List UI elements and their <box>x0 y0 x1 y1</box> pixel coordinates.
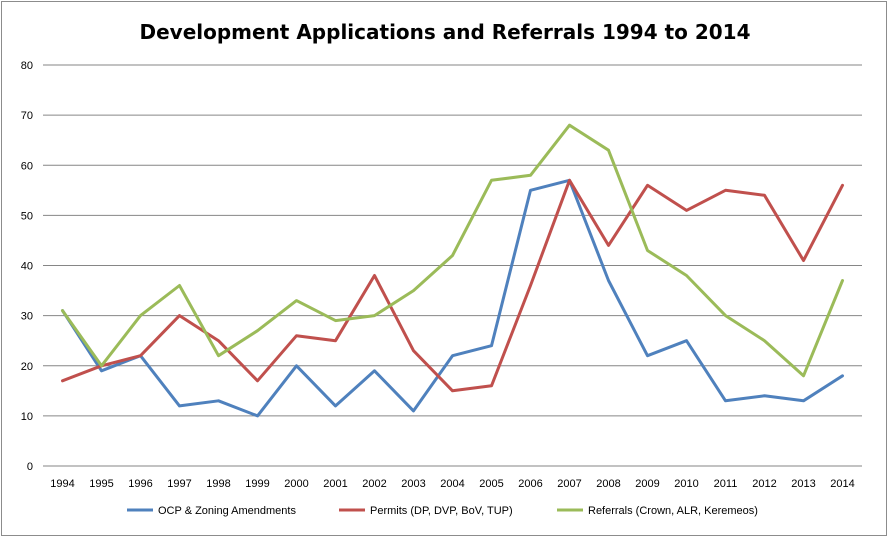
x-tick-label: 2009 <box>635 478 659 490</box>
legend: OCP & Zoning Amendments Permits (DP, DVP,… <box>127 505 758 517</box>
x-tick-label: 2014 <box>830 478 854 490</box>
x-tick-label: 2001 <box>323 478 347 490</box>
x-tick-label: 2011 <box>714 478 738 490</box>
grid-lines <box>43 64 862 467</box>
x-tick-label: 1997 <box>167 478 191 490</box>
series-line-2 <box>61 178 844 393</box>
y-tick-label: 0 <box>27 461 33 473</box>
x-tick-label: 1996 <box>128 478 152 490</box>
x-tick-label: 1995 <box>89 478 113 490</box>
x-tick-label: 1998 <box>206 478 230 490</box>
legend-label: OCP & Zoning Amendments <box>158 505 296 517</box>
y-tick-label: 10 <box>21 411 33 423</box>
y-tick-label: 30 <box>21 311 33 323</box>
x-tick-label: 2003 <box>401 478 425 490</box>
x-tick-label: 1994 <box>50 478 74 490</box>
y-tick-label: 60 <box>21 160 33 172</box>
x-tick-label: 2010 <box>674 478 698 490</box>
x-axis-ticks: 1994 1995 1996 1997 1998 1999 2000 2001 2002 2003… <box>50 478 854 490</box>
y-axis-ticks: 0 10 20 30 40 50 60 70 80 <box>21 60 33 473</box>
series-line-3 <box>61 123 844 378</box>
x-tick-label: 2007 <box>557 478 581 490</box>
x-tick-label: 1999 <box>245 478 269 490</box>
y-tick-label: 70 <box>21 110 33 122</box>
y-tick-label: 50 <box>21 210 33 222</box>
x-tick-label: 2013 <box>791 478 815 490</box>
x-tick-label: 2002 <box>362 478 386 490</box>
x-tick-label: 2000 <box>284 478 308 490</box>
series-lines <box>61 123 844 418</box>
y-tick-label: 20 <box>21 361 33 373</box>
chart-title: Development Applications and Referrals 1… <box>139 20 751 44</box>
x-tick-label: 2012 <box>752 478 776 490</box>
legend-label: Referrals (Crown, ALR, Keremeos) <box>588 505 758 517</box>
x-tick-label: 2008 <box>596 478 620 490</box>
series-line-1 <box>61 178 844 418</box>
y-tick-label: 80 <box>21 60 33 72</box>
x-tick-label: 2004 <box>440 478 464 490</box>
x-tick-label: 2006 <box>518 478 542 490</box>
y-tick-label: 40 <box>21 261 33 273</box>
legend-label: Permits (DP, DVP, BoV, TUP) <box>370 505 513 517</box>
x-tick-label: 2005 <box>479 478 503 490</box>
